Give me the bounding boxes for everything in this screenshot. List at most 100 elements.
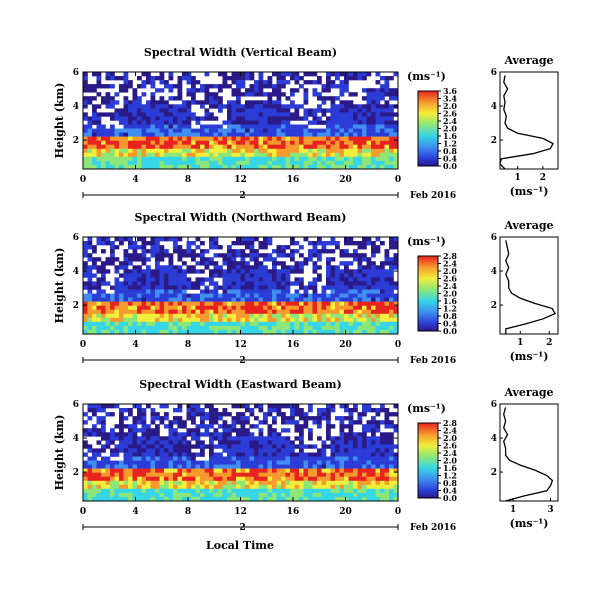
heatmap-cell [114,329,120,335]
heatmap-cell [272,452,277,457]
heatmap-cell [312,241,318,246]
colorbar-tick-label: 2.8 [443,418,457,428]
heatmap-cell [249,116,255,121]
heatmap-cell [182,293,187,298]
heatmap-cell [231,480,237,486]
heatmap-cell [83,484,88,490]
heatmap-cell [348,416,354,421]
heatmap-cell [155,313,160,319]
heatmap-cell [164,132,169,137]
heatmap-cell [110,452,115,457]
heatmap-cell [321,160,327,166]
heatmap-cell [321,448,327,453]
heatmap-cell [101,325,106,331]
heatmap-cell [105,104,111,109]
heatmap-cell [209,261,214,266]
heatmap-cell [303,297,309,302]
heatmap-cell [375,468,381,473]
heatmap-cell [258,72,264,77]
heatmap-cell [263,144,268,150]
heatmap-cell [258,309,264,315]
heatmap-cell [155,265,160,270]
heatmap-cell [227,424,232,429]
heatmap-cell [326,148,331,154]
heatmap-cell [101,144,106,150]
heatmap-cell [132,317,138,323]
heatmap-cell [105,96,111,101]
heatmap-cell [321,412,327,417]
heatmap-cell [105,321,111,327]
heatmap-cell [312,116,318,121]
heatmap-cell [353,104,358,109]
heatmap-cell [227,301,232,306]
heatmap-cell [348,285,354,290]
heatmap-cell [371,476,376,482]
heatmap-cell [272,309,277,315]
heatmap-cell [308,120,313,125]
heatmap-cell [366,281,372,286]
heatmap-cell [119,144,124,150]
heatmap-cell [92,484,97,490]
heatmap-cell [195,281,201,286]
heatmap-cell [168,124,174,129]
heatmap-cell [195,269,201,274]
heatmap-cell [393,329,399,335]
heatmap-cell [114,468,120,473]
heatmap-cell [384,496,390,502]
heatmap-cell [92,148,97,154]
heatmap-cell [371,140,376,146]
heatmap-cell [218,488,223,494]
heatmap-cell [128,325,133,331]
heatmap-cell [146,269,151,274]
heatmap-cell [177,464,183,469]
heatmap-cell [204,144,210,150]
heatmap-cell [308,156,313,162]
heatmap-cell [240,289,246,294]
heatmap-cell [173,436,178,441]
heatmap-cell [339,253,345,258]
heatmap-cell [254,313,259,319]
heatmap-cell [191,444,196,449]
heatmap-cell [173,309,178,315]
heatmap-cell [114,484,120,490]
heatmap-cell [83,432,88,437]
heatmap-cell [249,472,255,478]
heatmap-cell [218,460,223,465]
heatmap-cell [222,460,228,465]
heatmap-cell [240,293,246,298]
heatmap-cell [249,492,255,498]
heatmap-cell [204,317,210,323]
heatmap-cell [209,140,214,146]
heatmap-cell [168,140,174,146]
heatmap-cell [177,420,183,425]
heatmap-cell [357,241,363,246]
heatmap-cell [150,144,156,150]
heatmap-cell [375,108,381,113]
heatmap-cell [119,112,124,117]
heatmap-cell [276,436,282,441]
heatmap-cell [123,488,129,494]
heatmap-cell [231,144,237,150]
heatmap-cell [357,124,363,129]
heatmap-cell [218,416,223,421]
heatmap-cell [357,136,363,141]
heatmap-cell [312,309,318,315]
heatmap-cell [132,329,138,335]
y-axis-label: Height (km) [53,83,66,159]
heatmap-cell [276,245,282,250]
heatmap-cell [389,277,394,282]
heatmap-cell [177,416,183,421]
heatmap-cell [204,313,210,319]
heatmap-cell [375,144,381,150]
heatmap-cell [155,277,160,282]
heatmap-cell [267,468,273,473]
heatmap-cell [375,156,381,162]
heatmap-cell [321,285,327,290]
heatmap-cell [393,317,399,323]
heatmap-cell [96,112,102,117]
heatmap-cell [123,321,129,327]
heatmap-cell [204,265,210,270]
heatmap-cell [254,281,259,286]
heatmap-cell [186,464,192,469]
heatmap-cell [339,329,345,335]
